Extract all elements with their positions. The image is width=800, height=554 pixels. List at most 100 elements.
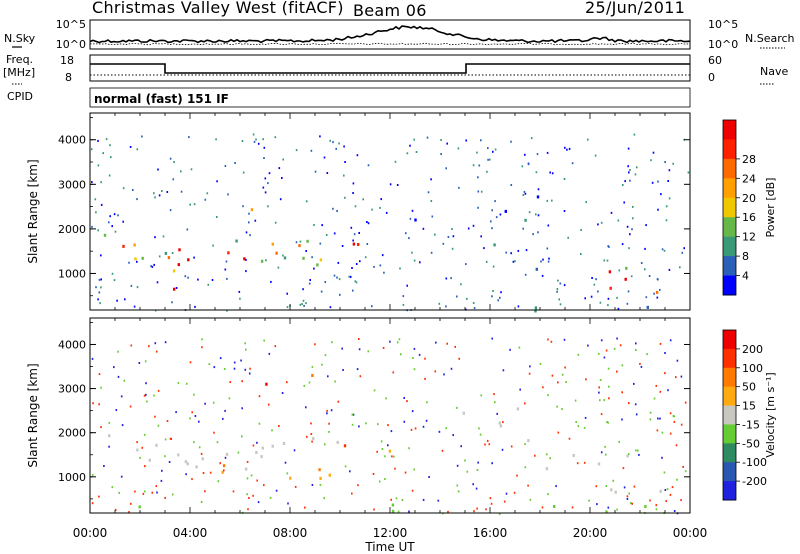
noise-cell: [486, 439, 489, 442]
noise-cell: [626, 498, 629, 500]
noise-cell: [411, 251, 413, 254]
noise-cell: [111, 272, 114, 275]
data-cell: [625, 266, 628, 270]
noise-cell: [351, 413, 354, 416]
data-cell: [243, 257, 246, 261]
noise-cell: [536, 153, 539, 156]
noise-cell: [627, 290, 630, 293]
colorbar-segment: [723, 367, 736, 388]
noise-cell: [673, 415, 675, 418]
noise-cell: [313, 267, 315, 270]
noise-cell: [559, 282, 562, 285]
noise-cell: [665, 219, 668, 222]
noise-cell: [91, 502, 94, 505]
noise-cell: [456, 295, 458, 298]
noise-cell: [256, 479, 258, 482]
noise-cell: [193, 441, 195, 444]
data-cell: [610, 488, 613, 492]
noise-cell: [476, 469, 479, 471]
noise-cell: [154, 342, 157, 345]
noise-cell: [446, 142, 448, 145]
noise-cell: [144, 490, 146, 493]
noise-cell: [282, 254, 284, 257]
noise-cell: [393, 455, 395, 458]
data-cell: [289, 476, 292, 480]
noise-cell: [630, 502, 632, 504]
data-cell: [261, 446, 264, 450]
noise-cell: [144, 465, 146, 468]
noise-cell: [326, 172, 329, 174]
noise-cell: [217, 480, 220, 483]
noise-cell: [646, 353, 648, 356]
noise-cell: [604, 445, 606, 448]
noise-cell: [491, 462, 493, 465]
noise-cell: [466, 297, 468, 300]
noise-cell: [606, 421, 608, 423]
noise-cell: [343, 174, 345, 177]
noise-cell: [633, 382, 635, 385]
noise-cell: [352, 192, 354, 194]
noise-cell: [404, 471, 407, 474]
noise-cell: [380, 440, 383, 443]
noise-cell: [427, 191, 430, 194]
noise-cell: [213, 366, 216, 369]
noise-cell: [426, 401, 428, 404]
noise-cell: [336, 210, 338, 212]
noise-cell: [638, 453, 640, 456]
noise-cell: [204, 198, 207, 201]
noise-cell: [450, 277, 452, 280]
noise-cell: [576, 462, 579, 465]
noise-cell: [502, 421, 504, 424]
noise-cell: [216, 441, 219, 444]
noise-cell: [408, 447, 410, 450]
noise-cell: [223, 368, 226, 370]
y-tick-label: 3000: [58, 178, 86, 191]
noise-cell: [121, 424, 124, 427]
noise-panel: [89, 19, 691, 50]
data-cell: [136, 448, 139, 452]
noise-cell: [480, 139, 482, 142]
noise-cell: [304, 506, 306, 509]
noise-cell: [389, 340, 391, 343]
data-cell: [516, 407, 520, 411]
noise-cell: [402, 303, 405, 306]
search-noise-line: [89, 42, 691, 46]
noise-cell: [535, 171, 538, 174]
noise-cell: [245, 231, 248, 234]
noise-cell: [339, 293, 341, 296]
noise-cell: [422, 425, 425, 428]
noise-cell: [438, 430, 441, 433]
noise-cell: [185, 473, 187, 476]
noise-cell: [373, 508, 375, 511]
noise-cell: [430, 251, 433, 254]
noise-cell: [376, 450, 378, 453]
noise-cell: [194, 415, 197, 417]
data-cell: [527, 439, 530, 443]
noise-cell: [623, 201, 625, 204]
noise-cell: [445, 167, 447, 170]
noise-cell: [529, 498, 532, 501]
noise-cell: [557, 279, 559, 282]
noise-cell: [262, 138, 264, 141]
noise-cell: [491, 337, 493, 340]
noise-cell: [329, 139, 331, 142]
noise-cell: [278, 167, 281, 170]
noise-cell: [676, 359, 679, 362]
data-cell: [504, 209, 507, 213]
noise-cell: [172, 178, 175, 181]
noise-cell: [264, 177, 267, 180]
noise-cell: [143, 394, 146, 397]
noise-cell: [114, 230, 117, 233]
noise-cell: [385, 211, 388, 214]
noise-cell: [244, 342, 246, 345]
noise-cell: [132, 189, 134, 191]
noise-cell: [408, 510, 410, 513]
noise-cell: [111, 486, 114, 489]
noise-cell: [248, 372, 251, 375]
noise-cell: [310, 433, 313, 435]
nave-label: Nave: [760, 65, 788, 78]
noise-cell: [561, 408, 563, 411]
noise-cell: [546, 247, 549, 250]
colorbar-tick-label: 50: [742, 381, 756, 394]
